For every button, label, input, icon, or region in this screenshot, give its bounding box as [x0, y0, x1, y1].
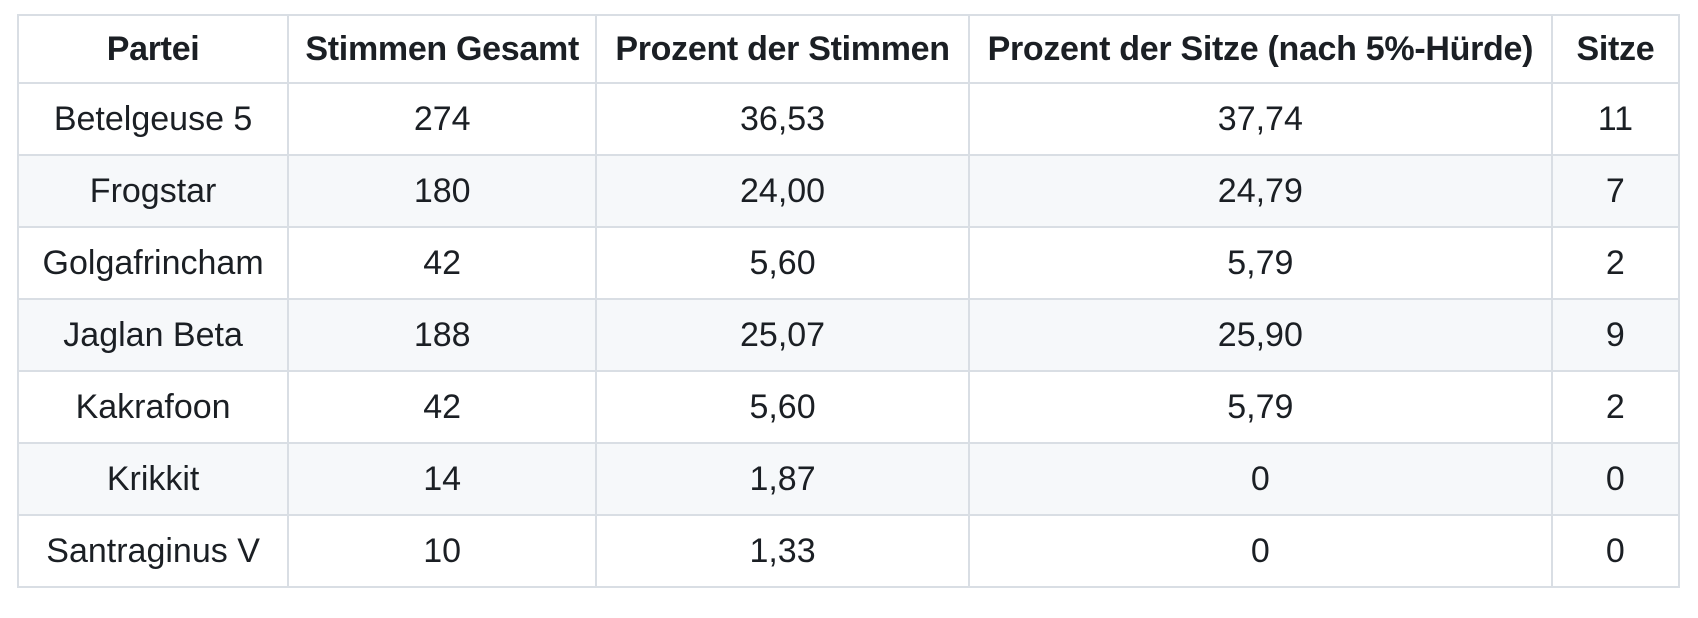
cell-partei: Kakrafoon — [16, 370, 290, 444]
cell-stimmen-gesamt: 14 — [287, 442, 598, 516]
cell-sitze: 2 — [1550, 226, 1681, 300]
header-cell-stimmen-gesamt: Stimmen Gesamt — [287, 14, 598, 84]
cell-stimmen-gesamt: 42 — [287, 226, 598, 300]
header-cell-partei: Partei — [16, 14, 290, 84]
table-row: Jaglan Beta 188 25,07 25,90 9 — [16, 298, 1681, 372]
cell-partei: Frogstar — [16, 154, 290, 228]
cell-stimmen-gesamt: 274 — [287, 82, 598, 156]
header-cell-prozent-der-sitze: Prozent der Sitze (nach 5%-Hürde) — [967, 14, 1553, 84]
cell-prozent-der-sitze: 25,90 — [967, 298, 1553, 372]
cell-stimmen-gesamt: 180 — [287, 154, 598, 228]
cell-prozent-der-sitze: 5,79 — [967, 370, 1553, 444]
cell-prozent-der-stimmen: 5,60 — [595, 370, 970, 444]
cell-sitze: 9 — [1550, 298, 1681, 372]
election-results-table-container: Partei Stimmen Gesamt Prozent der Stimme… — [16, 14, 1681, 588]
cell-sitze: 11 — [1550, 82, 1681, 156]
cell-prozent-der-stimmen: 1,33 — [595, 514, 970, 588]
cell-partei: Jaglan Beta — [16, 298, 290, 372]
cell-sitze: 0 — [1550, 514, 1681, 588]
cell-partei: Santraginus V — [16, 514, 290, 588]
election-results-table: Partei Stimmen Gesamt Prozent der Stimme… — [16, 14, 1681, 588]
cell-prozent-der-sitze: 37,74 — [967, 82, 1553, 156]
table-body: Betelgeuse 5 274 36,53 37,74 11 Frogstar… — [16, 82, 1681, 588]
table-row: Betelgeuse 5 274 36,53 37,74 11 — [16, 82, 1681, 156]
cell-sitze: 0 — [1550, 442, 1681, 516]
header-row: Partei Stimmen Gesamt Prozent der Stimme… — [16, 14, 1681, 84]
cell-partei: Betelgeuse 5 — [16, 82, 290, 156]
cell-prozent-der-sitze: 5,79 — [967, 226, 1553, 300]
cell-sitze: 2 — [1550, 370, 1681, 444]
cell-partei: Krikkit — [16, 442, 290, 516]
cell-prozent-der-stimmen: 36,53 — [595, 82, 970, 156]
cell-prozent-der-stimmen: 5,60 — [595, 226, 970, 300]
cell-partei: Golgafrincham — [16, 226, 290, 300]
table-header: Partei Stimmen Gesamt Prozent der Stimme… — [16, 14, 1681, 84]
cell-prozent-der-sitze: 0 — [967, 514, 1553, 588]
cell-stimmen-gesamt: 188 — [287, 298, 598, 372]
table-row: Krikkit 14 1,87 0 0 — [16, 442, 1681, 516]
table-row: Santraginus V 10 1,33 0 0 — [16, 514, 1681, 588]
table-row: Kakrafoon 42 5,60 5,79 2 — [16, 370, 1681, 444]
cell-prozent-der-sitze: 0 — [967, 442, 1553, 516]
cell-prozent-der-stimmen: 25,07 — [595, 298, 970, 372]
cell-stimmen-gesamt: 42 — [287, 370, 598, 444]
cell-stimmen-gesamt: 10 — [287, 514, 598, 588]
cell-sitze: 7 — [1550, 154, 1681, 228]
table-row: Frogstar 180 24,00 24,79 7 — [16, 154, 1681, 228]
cell-prozent-der-stimmen: 1,87 — [595, 442, 970, 516]
table-row: Golgafrincham 42 5,60 5,79 2 — [16, 226, 1681, 300]
header-cell-prozent-der-stimmen: Prozent der Stimmen — [595, 14, 970, 84]
header-cell-sitze: Sitze — [1550, 14, 1681, 84]
cell-prozent-der-stimmen: 24,00 — [595, 154, 970, 228]
cell-prozent-der-sitze: 24,79 — [967, 154, 1553, 228]
